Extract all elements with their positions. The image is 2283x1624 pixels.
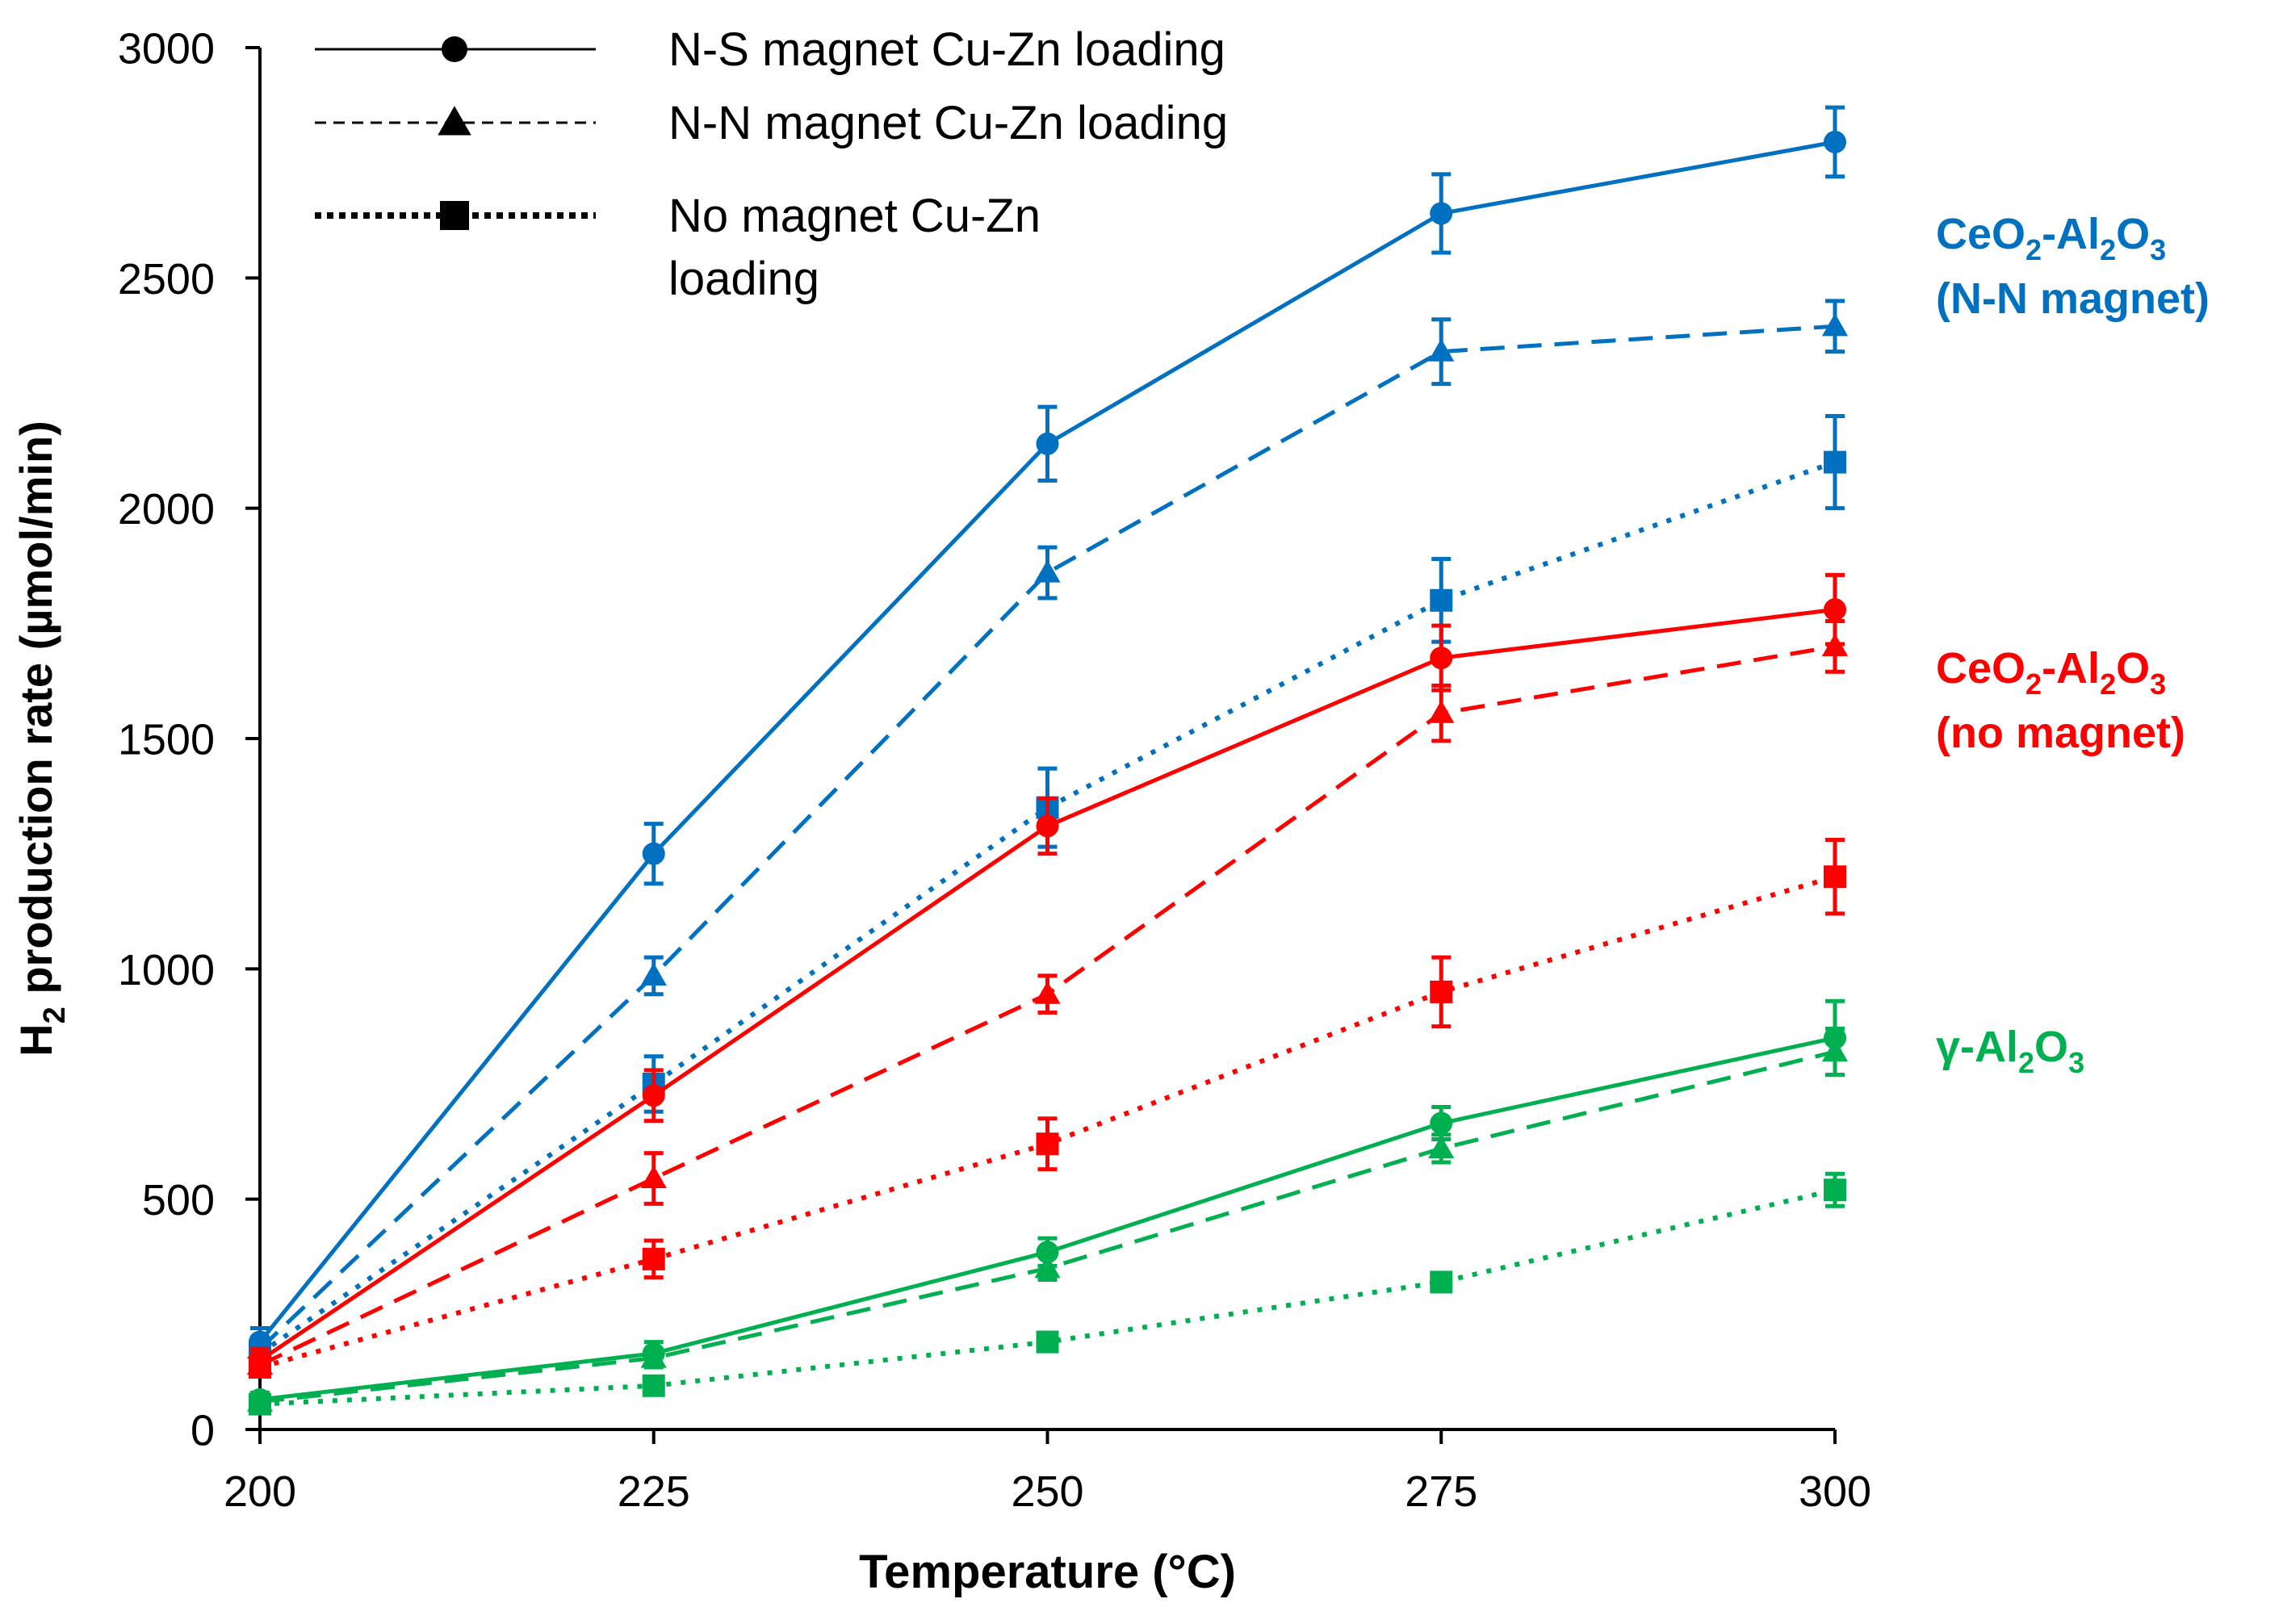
series-green-dashed [246,1027,1849,1412]
data-point-circle [1430,202,1453,225]
series-green-dotted [249,1171,1846,1416]
data-point-triangle [1821,1038,1849,1062]
data-point-circle [1430,647,1453,670]
x-tick-label: 225 [618,1467,690,1516]
data-point-square [1824,865,1846,889]
group-labels: CeO2-Al2O3 (N-N magnet) CeO2-Al2O3 (no magn… [1936,210,2210,1079]
legend-entry-solid: N-S magnet Cu-Zn loading [315,23,1225,76]
x-axis-title: Temperature (°C) [859,1546,1236,1598]
y-tick-label: 3000 [118,24,215,73]
group-label-blue: CeO2-Al2O3 (N-N magnet) [1936,210,2210,323]
x-tick-label: 275 [1405,1467,1477,1516]
data-point-square [642,1247,665,1270]
y-tick-label: 2500 [118,255,215,303]
data-point-square [1036,1132,1059,1156]
data-point-square [1824,450,1846,474]
data-point-square [1824,1178,1846,1202]
legend-label: loading [668,253,819,305]
x-tick-label: 300 [1799,1467,1871,1516]
y-tick-label: 1500 [118,715,215,764]
y-tick-label: 2000 [118,485,215,534]
series-line [258,324,1836,1350]
data-point-triangle [1821,633,1849,656]
legend: N-S magnet Cu-Zn loading N-N magnet Cu-Zn… [315,23,1228,305]
series-red-dashed [246,618,1849,1379]
series-line [259,1187,1836,1407]
group-label-line: CeO2-Al2O3 [1936,210,2166,266]
data-point-triangle [640,1345,667,1368]
series-red-dotted [249,838,1846,1379]
data-point-triangle [1428,700,1455,723]
group-label-line: (no magnet) [1936,709,2185,757]
data-point-triangle [1034,1255,1061,1279]
y-tick-label: 1000 [118,946,215,994]
y-axis-title: H2 production rate (µmol/min) [10,421,72,1057]
data-point-square [1430,1270,1453,1294]
data-point-triangle [1428,338,1455,362]
data-point-square [1430,588,1453,612]
legend-circle-marker [442,36,467,62]
group-label-green: γ-Al2O3 [1936,1023,2084,1079]
group-label-line: (N-N magnet) [1936,274,2210,323]
series-line [258,459,1836,1356]
legend-label: No magnet Cu-Zn [668,190,1041,242]
data-point-circle [642,842,665,865]
data-point-square [249,1392,271,1416]
data-point-triangle [640,962,667,986]
group-label-red: CeO2-Al2O3 (no magnet) [1936,644,2185,757]
legend-label: N-N magnet Cu-Zn loading [668,97,1228,149]
data-point-circle [1430,1111,1453,1135]
group-label-line: CeO2-Al2O3 [1936,644,2166,701]
data-point-square [1036,1330,1059,1354]
data-point-square [1430,980,1453,1003]
legend-entry-dashed: N-N magnet Cu-Zn loading [315,97,1228,149]
data-point-triangle [1034,981,1061,1004]
legend-triangle-marker [438,106,471,136]
group-label-line: γ-Al2O3 [1936,1023,2084,1079]
y-tick-label: 500 [142,1176,215,1224]
data-point-circle [642,1084,665,1107]
legend-label: N-S magnet Cu-Zn loading [668,23,1225,76]
data-point-triangle [640,1165,667,1189]
y-tick-label: 0 [191,1406,215,1454]
series-blue-dotted [249,414,1846,1367]
data-point-square [642,1374,665,1397]
data-point-triangle [1034,559,1061,583]
data-point-triangle [1428,1135,1455,1158]
legend-square-marker [440,201,469,230]
x-tick-label: 250 [1011,1467,1083,1516]
data-point-circle [1036,432,1059,455]
x-tick-label: 200 [224,1467,296,1516]
plot-area [246,105,1849,1416]
data-point-circle [1824,598,1846,622]
data-point-square [249,1355,271,1379]
legend-entry-dotted: No magnet Cu-Zn loading [315,190,1041,305]
axes: 0 500 1000 1500 2000 2500 3000 200 225 250 275 300 T… [10,24,1871,1598]
data-point-circle [1824,130,1846,153]
data-point-circle [1036,814,1059,838]
data-point-triangle [1821,313,1849,337]
